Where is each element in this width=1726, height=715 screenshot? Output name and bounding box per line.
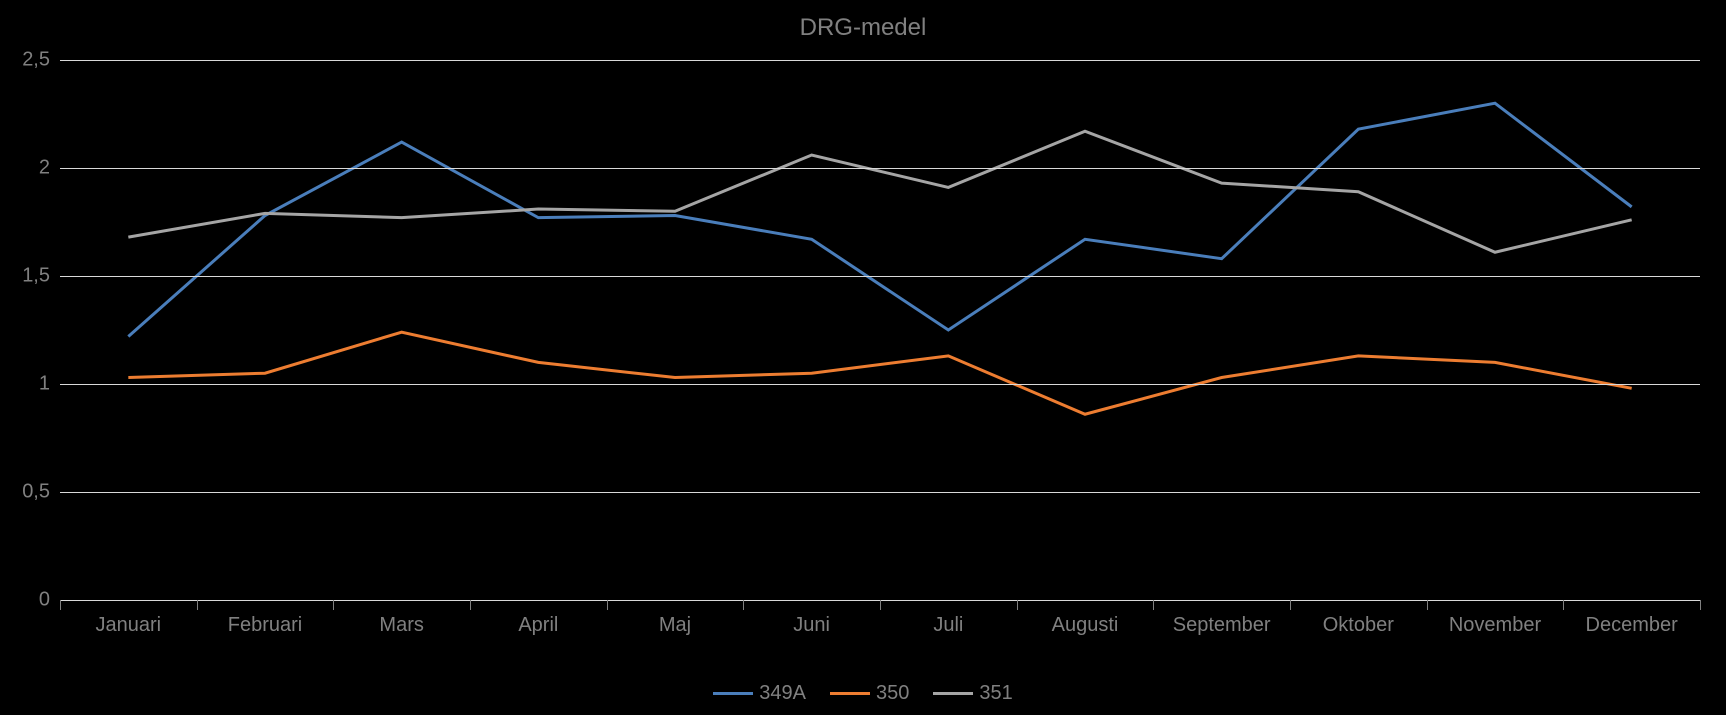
series-351 bbox=[128, 131, 1631, 252]
gridline bbox=[60, 168, 1700, 169]
legend-item-350: 350 bbox=[830, 682, 909, 705]
x-tick-mark bbox=[1427, 600, 1428, 610]
x-axis-label: Juni bbox=[793, 614, 830, 637]
y-axis-label: 0,5 bbox=[10, 481, 50, 504]
x-tick-mark bbox=[197, 600, 198, 610]
x-axis-label: September bbox=[1173, 614, 1271, 637]
legend-swatch bbox=[830, 692, 870, 695]
x-axis-label: December bbox=[1586, 614, 1678, 637]
gridline bbox=[60, 60, 1700, 61]
x-axis-label: Augusti bbox=[1052, 614, 1119, 637]
x-axis-label: Februari bbox=[228, 614, 302, 637]
gridline bbox=[60, 492, 1700, 493]
y-axis-label: 0 bbox=[10, 589, 50, 612]
chart-title: DRG-medel bbox=[0, 14, 1726, 42]
x-axis-label: Juli bbox=[933, 614, 963, 637]
x-axis-label: April bbox=[518, 614, 558, 637]
legend-label: 349A bbox=[759, 682, 806, 705]
x-axis-label: Mars bbox=[379, 614, 423, 637]
x-tick-mark bbox=[1563, 600, 1564, 610]
x-tick-mark bbox=[743, 600, 744, 610]
y-axis-label: 2 bbox=[10, 157, 50, 180]
x-tick-mark bbox=[1017, 600, 1018, 610]
legend-label: 350 bbox=[876, 682, 909, 705]
x-tick-mark bbox=[880, 600, 881, 610]
legend-swatch bbox=[933, 692, 973, 695]
x-tick-mark bbox=[607, 600, 608, 610]
gridline bbox=[60, 276, 1700, 277]
x-axis-label: November bbox=[1449, 614, 1541, 637]
x-tick-mark bbox=[1700, 600, 1701, 610]
legend-swatch bbox=[713, 692, 753, 695]
y-axis-label: 1,5 bbox=[10, 265, 50, 288]
y-axis-label: 2,5 bbox=[10, 49, 50, 72]
legend-item-349A: 349A bbox=[713, 682, 806, 705]
legend: 349A 350 351 bbox=[0, 678, 1726, 705]
x-tick-mark bbox=[60, 600, 61, 610]
legend-item-351: 351 bbox=[933, 682, 1012, 705]
y-axis-label: 1 bbox=[10, 373, 50, 396]
plot-area bbox=[60, 60, 1700, 600]
x-axis-label: Januari bbox=[96, 614, 162, 637]
line-chart: DRG-medel 349A 350 351 0 0,5 1 1,5 2 2,5 Januari… bbox=[0, 0, 1726, 715]
x-axis-label: Oktober bbox=[1323, 614, 1394, 637]
legend-label: 351 bbox=[979, 682, 1012, 705]
series-349A bbox=[128, 103, 1631, 336]
x-axis-label: Maj bbox=[659, 614, 691, 637]
x-tick-mark bbox=[470, 600, 471, 610]
x-tick-mark bbox=[333, 600, 334, 610]
chart-svg bbox=[60, 60, 1700, 600]
x-tick-mark bbox=[1153, 600, 1154, 610]
gridline bbox=[60, 384, 1700, 385]
x-tick-mark bbox=[1290, 600, 1291, 610]
series-350 bbox=[128, 332, 1631, 414]
